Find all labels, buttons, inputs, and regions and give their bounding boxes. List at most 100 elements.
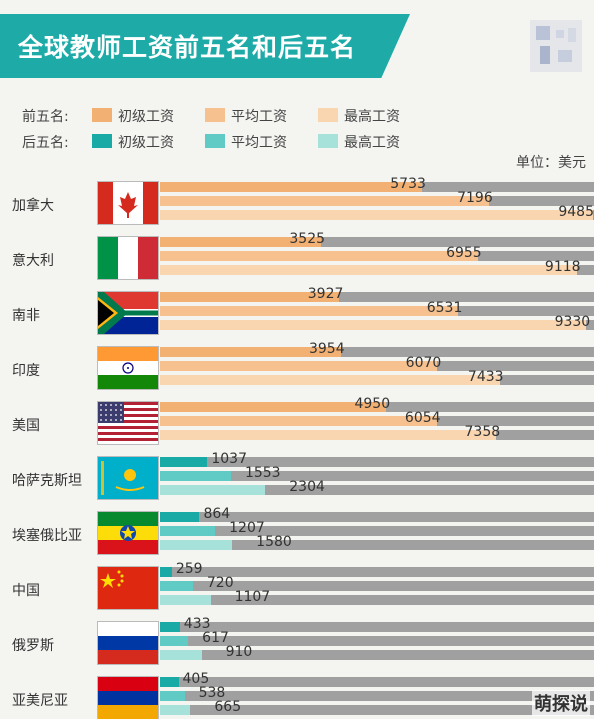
bar xyxy=(160,691,185,701)
bar-track xyxy=(160,526,594,536)
country-label: 埃塞俄比亚 xyxy=(12,528,82,544)
ethiopia-flag-icon xyxy=(98,512,158,554)
bar xyxy=(160,650,202,660)
legend-item: 平均工资 xyxy=(231,135,287,151)
data-label: 910 xyxy=(225,644,253,660)
data-label: 6054 xyxy=(404,410,441,426)
data-label: 4950 xyxy=(354,396,391,412)
bar xyxy=(160,471,231,481)
bar-chart-plot: 加拿大 5733 7196 9485 意大利 3525 6955 9118 南非 3927 6531… xyxy=(0,176,594,719)
data-label: 2304 xyxy=(289,479,325,495)
data-label: 5733 xyxy=(390,176,426,192)
data-label: 7196 xyxy=(457,190,493,206)
legend-item: 初级工资 xyxy=(118,109,174,125)
bar xyxy=(160,361,438,371)
data-label: 864 xyxy=(203,506,231,522)
bar xyxy=(160,485,266,495)
country-label: 加拿大 xyxy=(12,198,54,214)
data-label: 3525 xyxy=(289,231,326,247)
data-label: 259 xyxy=(175,561,203,577)
bar xyxy=(160,320,587,330)
bar xyxy=(160,540,233,550)
bar-track xyxy=(160,636,594,646)
data-label: 3954 xyxy=(308,341,345,357)
bar-track xyxy=(160,677,594,687)
country-label: 美国 xyxy=(12,418,40,434)
bar xyxy=(160,512,200,522)
legend-swatch xyxy=(205,134,225,148)
data-label: 9485 xyxy=(558,204,594,220)
data-label: 9330 xyxy=(554,314,591,330)
bar xyxy=(160,636,189,646)
data-label: 1580 xyxy=(256,534,292,550)
china-flag-icon xyxy=(98,567,158,609)
legend-item: 最高工资 xyxy=(344,135,400,151)
bar xyxy=(160,237,322,247)
legend-swatch xyxy=(318,134,338,148)
italy-flag-icon xyxy=(98,237,158,279)
bar-track xyxy=(160,512,594,522)
bar-track xyxy=(160,237,594,247)
country-label: 亚美尼亚 xyxy=(12,693,68,709)
bar xyxy=(160,416,437,426)
title-banner: 全球教师工资前五名和后五名 xyxy=(0,14,410,78)
data-label: 7358 xyxy=(464,424,501,440)
bar xyxy=(160,705,191,715)
data-label: 1107 xyxy=(234,589,271,605)
data-label: 433 xyxy=(183,616,211,632)
country-label: 印度 xyxy=(12,363,40,379)
bar xyxy=(160,265,577,275)
bar-track xyxy=(160,347,594,357)
bar xyxy=(160,347,341,357)
south-africa-flag-icon xyxy=(98,292,158,334)
bar-track xyxy=(160,540,594,550)
legend-item: 平均工资 xyxy=(231,109,287,125)
data-label: 6531 xyxy=(426,300,463,316)
data-label: 617 xyxy=(202,630,229,646)
bar xyxy=(160,622,180,632)
bar xyxy=(160,677,179,687)
country-label: 哈萨克斯坦 xyxy=(12,473,82,489)
legend-swatch xyxy=(205,108,225,122)
bar xyxy=(160,251,478,261)
bar xyxy=(160,292,340,302)
legend-top-group-label: 前五名: xyxy=(22,109,69,125)
bar xyxy=(160,182,422,192)
country-label: 南非 xyxy=(12,308,40,324)
india-flag-icon xyxy=(98,347,158,389)
bar-track xyxy=(160,622,594,632)
watermark: 萌探说 xyxy=(532,690,590,716)
country-label: 中国 xyxy=(12,583,40,599)
bar xyxy=(160,526,216,536)
kazakhstan-flag-icon xyxy=(98,457,158,499)
bar-track xyxy=(160,457,594,467)
unit-label: 单位：美元 xyxy=(516,155,586,171)
country-label: 意大利 xyxy=(12,253,54,269)
data-label: 720 xyxy=(206,575,234,591)
data-label: 405 xyxy=(182,671,210,687)
country-label: 俄罗斯 xyxy=(12,638,54,654)
bar xyxy=(160,306,459,316)
bar xyxy=(160,375,500,385)
data-label: 9118 xyxy=(544,259,581,275)
bar-track xyxy=(160,705,594,715)
qr-code-icon xyxy=(530,20,582,72)
chart-title: 全球教师工资前五名和后五名 xyxy=(18,33,357,62)
bar xyxy=(160,210,594,220)
data-label: 1207 xyxy=(229,520,265,536)
bar xyxy=(160,402,387,412)
bar-track xyxy=(160,292,594,302)
legend-swatch xyxy=(318,108,338,122)
legend-swatch xyxy=(92,108,112,122)
armenia-flag-icon xyxy=(98,677,158,719)
usa-flag-icon xyxy=(98,402,158,444)
legend-bottom-group-label: 后五名: xyxy=(22,135,69,151)
data-label: 6955 xyxy=(446,245,482,261)
data-label: 538 xyxy=(198,685,226,701)
bar-track xyxy=(160,595,594,605)
bar xyxy=(160,457,208,467)
russia-flag-icon xyxy=(98,622,158,664)
bar-track xyxy=(160,650,594,660)
bar xyxy=(160,430,497,440)
bar xyxy=(160,595,211,605)
